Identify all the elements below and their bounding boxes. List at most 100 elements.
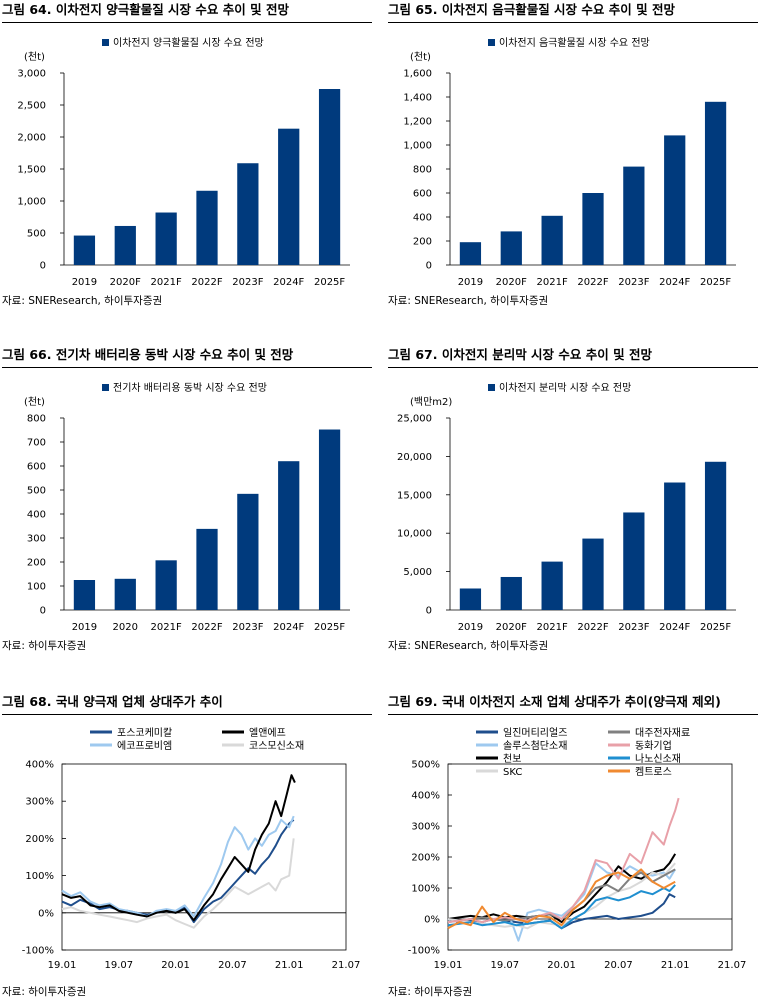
x-tick-label: 19.07 [104, 960, 133, 971]
x-tick-label: 2020F [496, 622, 527, 633]
legend-label: 코스모신소재 [249, 740, 304, 752]
bar-2025F [318, 89, 341, 265]
y-tick-label: 400% [411, 791, 440, 802]
bar-2024F [664, 482, 686, 610]
legend-swatch [102, 39, 109, 46]
x-tick-label: 19.01 [48, 960, 77, 971]
legend-label: 동화기업 [635, 739, 672, 752]
figure-title: 그림 66. 전기차 배터리용 동박 시장 수요 추이 및 전망 [2, 347, 294, 362]
bar-2023F [237, 493, 259, 610]
figure-title: 그림 67. 이차전지 분리막 시장 수요 추이 및 전망 [388, 347, 652, 362]
legend-label: 솔루스첨단소재 [503, 740, 567, 752]
legend-label: 포스코케미칼 [117, 726, 172, 739]
figure-title: 그림 64. 이차전지 양극활물질 시장 수요 추이 및 전망 [2, 2, 289, 17]
legend-label: 천보 [503, 753, 521, 765]
series-line-엘앤에프 [61, 774, 296, 922]
x-tick-label: 19.01 [434, 960, 463, 971]
x-tick-label: 2022F [191, 622, 222, 633]
series-line-대주전자재료 [447, 868, 676, 924]
y-tick-label: 0 [40, 606, 46, 617]
x-tick-label: 20.07 [218, 960, 247, 971]
y-tick-label: 500 [27, 486, 46, 497]
legend-label: 켐트로스 [635, 766, 672, 778]
y-tick-label: 2,000 [17, 133, 46, 144]
y-tick-label: 1,500 [17, 165, 46, 176]
y-tick-label: 15,000 [397, 490, 432, 501]
source-note: 자료: SNEResearch, 하이투자증권 [2, 295, 163, 307]
x-tick-label: 2020F [496, 277, 527, 288]
chart-68: -100% 0% 100% 200% 300% 400% 19.01 19.07 20.01 20… [22, 726, 361, 971]
figure-title: 그림 68. 국내 양극재 업체 상대주가 추이 [2, 694, 223, 709]
series-line-동화기업 [447, 797, 680, 924]
figure-title: 그림 69. 국내 이차전지 소재 업체 상대주가 추이(양극재 제외) [388, 694, 721, 709]
plot-frame [61, 763, 347, 951]
x-tick-label: 2021F [537, 622, 568, 633]
chart-69: -100% 0% 100% 200% 300% 400% 500% 19.01 19.07 20.… [408, 727, 747, 971]
bar-2020 [114, 578, 136, 610]
bar-2021F [155, 212, 177, 265]
figure-title: 그림 65. 이차전지 음극활물질 시장 수요 추이 및 전망 [388, 2, 675, 17]
y-tick-label: 25,000 [397, 414, 432, 425]
y-tick-label: 100% [411, 884, 440, 895]
y-tick-label: 1,000 [403, 141, 432, 152]
title-rule [388, 714, 758, 715]
y-tick-label: 20,000 [397, 452, 432, 463]
y-tick-label: 0% [424, 915, 440, 926]
y-tick-label: 1,400 [403, 93, 432, 104]
bar-2019 [459, 242, 482, 265]
bar-2020F [500, 231, 522, 265]
y-tick-label: 0 [426, 606, 432, 617]
x-tick-label: 2024F [659, 622, 690, 633]
bar-2022F [582, 538, 604, 610]
title-rule [388, 367, 758, 368]
series-line-포스코케미칼 [61, 819, 295, 924]
bar-2025F [318, 429, 341, 610]
source-note: 자료: SNEResearch, 하이투자증권 [388, 640, 549, 652]
y-unit-label: (백만m2) [410, 396, 452, 408]
x-tick-label: 21.01 [275, 960, 304, 971]
bar-2025F [704, 101, 727, 265]
series-line-나노신소재 [447, 884, 676, 930]
y-tick-label: 300% [25, 797, 54, 808]
series-line-에코프로비엠 [61, 815, 295, 918]
y-tick-label: 0 [426, 261, 432, 272]
legend-swatch [488, 39, 495, 46]
x-tick-label: 2025F [314, 277, 345, 288]
source-note: 자료: 하이투자증권 [388, 986, 473, 998]
chart-64: 이차전지 양극활물질 시장 수요 전망 (천t) 0 500 1,000 1,500 2,0… [17, 36, 350, 288]
bar-2024F [664, 135, 686, 265]
x-tick-label: 2024F [273, 622, 304, 633]
x-tick-label: 2023F [232, 277, 263, 288]
y-tick-label: 400 [413, 213, 432, 224]
bar-2019 [73, 235, 96, 265]
y-tick-label: 1,000 [17, 197, 46, 208]
x-tick-label: 2022F [577, 277, 608, 288]
y-tick-label: 300 [27, 534, 46, 545]
y-tick-label: 3,000 [17, 69, 46, 80]
y-tick-label: 700 [27, 438, 46, 449]
y-tick-label: 600 [413, 189, 432, 200]
bar-2021F [541, 561, 563, 610]
legend-label: 일진머티리얼즈 [503, 727, 567, 739]
x-tick-label: 2022F [191, 277, 222, 288]
bar-2022F [196, 190, 218, 265]
x-tick-label: 21.07 [332, 960, 361, 971]
x-tick-label: 2019 [458, 277, 483, 288]
y-tick-label: 200 [27, 558, 46, 569]
x-tick-label: 20.01 [161, 960, 190, 971]
legend-label: 엘앤에프 [249, 726, 286, 739]
source-note: 자료: SNEResearch, 하이투자증권 [388, 295, 549, 307]
title-rule [2, 714, 372, 715]
x-tick-label: 2019 [72, 277, 97, 288]
legend-swatch [488, 384, 495, 391]
x-tick-label: 2022F [577, 622, 608, 633]
y-tick-label: 800 [27, 414, 46, 425]
x-tick-label: 19.07 [490, 960, 519, 971]
legend-label: 대주전자재료 [635, 727, 690, 739]
legend-label: 이차전지 분리막 시장 수요 전망 [499, 382, 631, 394]
x-tick-label: 21.01 [661, 960, 690, 971]
legend-swatch [102, 384, 109, 391]
series-line-코스모신소재 [61, 838, 295, 929]
y-unit-label: (천t) [24, 51, 45, 63]
y-tick-label: 2,500 [17, 101, 46, 112]
